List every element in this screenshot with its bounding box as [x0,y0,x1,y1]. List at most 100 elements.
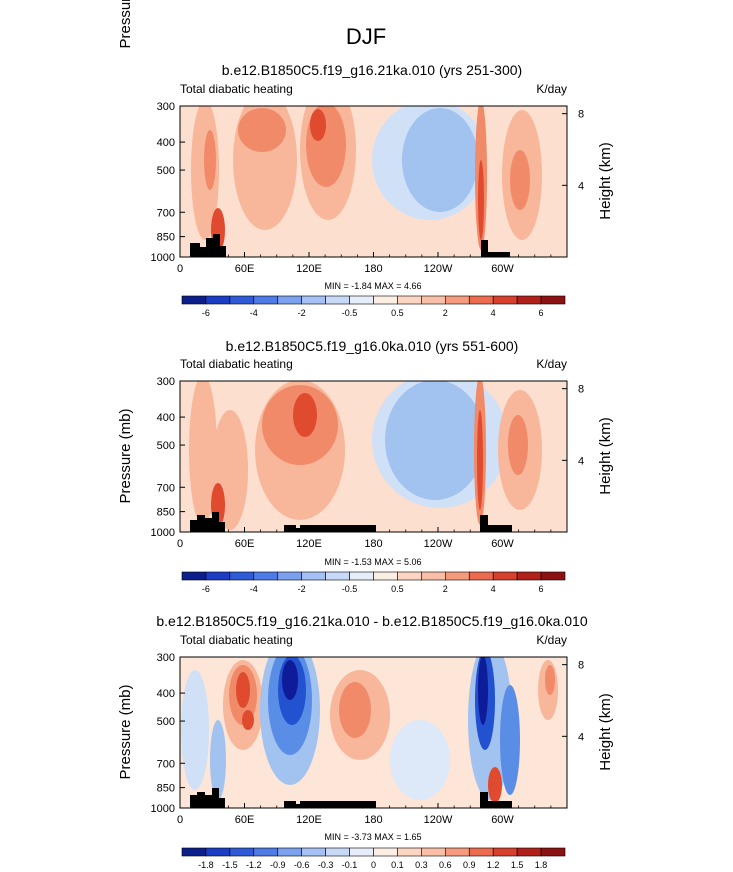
y-tick-label: 1000 [151,803,175,815]
colorbar-box [540,295,566,305]
colorbar-box [301,847,326,857]
panel-3-heatmap [180,657,567,808]
colorbar-box [301,571,326,581]
colorbar-box [516,847,542,857]
y-tick-label: 300 [157,652,175,664]
colorbar-box [445,295,470,305]
panel-2-heating-max [293,393,317,437]
panel-1-heating-max [478,160,484,240]
colorbar-box [468,571,494,581]
colorbar-box [421,295,446,305]
panel-3-cooling-region [390,720,450,800]
x-tick-label: 0 [177,263,183,275]
panel-2-topography [190,512,225,532]
panel-1-topography [190,234,226,257]
y-tick-label: 850 [157,783,175,795]
colorbar-label: -4 [250,584,258,594]
x-tick-label: 120E [296,814,322,826]
panel-1-title: b.e12.B1850C5.f19_g16.21ka.010 (yrs 251-… [222,62,522,78]
colorbar-box [325,847,350,857]
colorbar-label: -0.3 [318,860,334,870]
y-tick-label: 500 [157,440,175,452]
panel-2-y-axis-label: Pressure (mb) [117,408,134,503]
panel-3-axes: 0 60E 120E 180 120W 60W 300 400 500 700 850 1000 8 4 [151,652,585,826]
colorbar-box [349,295,374,305]
colorbar-label: 6 [539,308,544,318]
y2-tick-label: 8 [578,384,584,396]
y-tick-label: 850 [157,507,175,519]
y2-tick-label: 4 [578,180,584,192]
y-tick-label: 400 [157,137,175,149]
panel-1-heating-max [310,109,326,141]
x-tick-label: 180 [364,814,382,826]
x-tick-label: 120W [424,814,453,826]
panel-3-y-axis-label: Pressure (mb) [117,684,134,779]
colorbar-box [540,571,566,581]
panel-3-variable-label: Total diabatic heating [180,633,293,647]
y-tick-label: 300 [157,101,175,113]
colorbar-box [181,571,207,581]
x-tick-label: 0 [177,538,183,550]
colorbar-label: 0.5 [391,308,404,318]
colorbar-label: 4 [491,308,496,318]
colorbar-box [277,847,302,857]
colorbar-box [492,571,518,581]
panel-2-topography [284,525,376,532]
y-tick-label: 400 [157,412,175,424]
colorbar-box [277,571,302,581]
y-tick-label: 700 [157,758,175,770]
panel-3-heating-max [236,672,250,708]
panel-3-cooling-max [478,657,488,725]
y-tick-label: 1000 [151,252,175,264]
panel-2-heatmap [180,381,567,532]
panel-3-heating-core [339,682,371,738]
y2-tick-label: 4 [578,731,584,743]
colorbar-box [516,571,542,581]
panel-3-title: b.e12.B1850C5.f19_g16.21ka.010 - b.e12.B… [156,613,587,629]
colorbar-box [540,847,566,857]
colorbar-label: -0.6 [294,860,310,870]
colorbar-label: -0.1 [342,860,358,870]
y-tick-label: 1000 [151,527,175,539]
panel-3-y2-axis-label: Height (km) [597,693,614,771]
y2-tick-label: 8 [578,660,584,672]
colorbar-box [229,847,255,857]
colorbar-label: 1.8 [535,860,548,870]
colorbar-label: 0.6 [439,860,452,870]
y-tick-label: 500 [157,165,175,177]
panel-2-title: b.e12.B1850C5.f19_g16.0ka.010 (yrs 551-6… [226,338,519,354]
panel-3-cooling-core [210,720,226,800]
colorbar-label: -4 [250,308,258,318]
panel-3-topography [480,792,512,808]
colorbar-label: -1.5 [222,860,238,870]
colorbar-box [229,571,255,581]
x-tick-label: 60W [491,538,514,550]
colorbar-label: -1.2 [246,860,262,870]
x-tick-label: 180 [364,263,382,275]
panel-2-y2-axis-label: Height (km) [597,417,614,495]
colorbar-box [181,847,207,857]
colorbar-label: 0.1 [391,860,404,870]
x-tick-label: 60W [491,263,514,275]
panel-1-min-max: MIN = -1.84 MAX = 4.66 [324,281,421,291]
x-tick-label: 120E [296,538,322,550]
panel-1-heating-core [204,130,216,190]
colorbar-box [397,571,422,581]
colorbar-label: 4 [491,584,496,594]
colorbar-box [349,847,374,857]
colorbar-box [397,295,422,305]
colorbar-label: 0.9 [463,860,476,870]
colorbar-box [277,295,302,305]
colorbar-label: -0.5 [342,584,358,594]
y-tick-label: 850 [157,232,175,244]
panel-1-cooling-core [402,108,478,212]
colorbar-box [445,571,470,581]
colorbar-box [253,847,279,857]
panel-3-heating-core [545,665,555,695]
colorbar-label: -0.5 [342,308,358,318]
colorbar-box [373,571,398,581]
colorbar-box [421,571,446,581]
panel-3: b.e12.B1850C5.f19_g16.21ka.010 - b.e12.B… [117,613,614,870]
colorbar-label: 2 [443,584,448,594]
